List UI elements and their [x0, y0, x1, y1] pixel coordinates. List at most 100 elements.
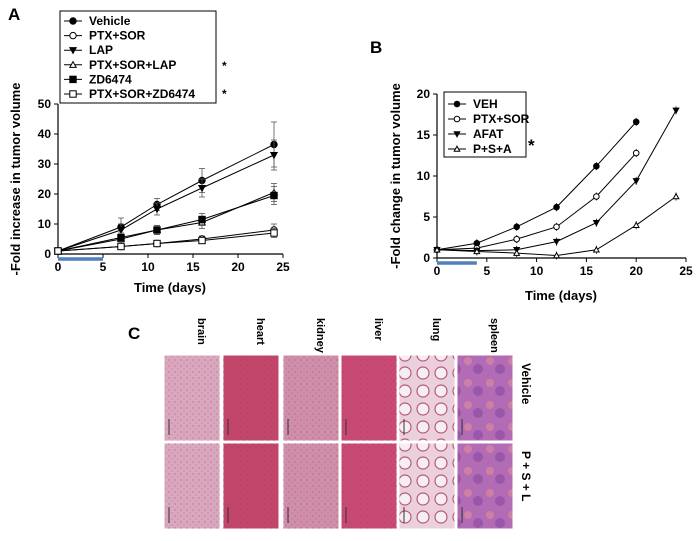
x-axis-title-b: Time (days) [525, 288, 597, 303]
micrograph-lung-vehicle [398, 354, 456, 442]
micrograph-kidney-p-s-l [282, 442, 340, 530]
legend-item-ptx-sor: PTX+SOR [448, 112, 530, 126]
micrograph-texture [223, 355, 279, 441]
micrograph-brain-p-s-l [163, 442, 221, 530]
panel-label-a: A [8, 5, 20, 24]
y-axis-title-b: -Fold change in tumor volume [388, 83, 403, 269]
y-tick-label: 40 [38, 127, 52, 141]
y-tick-label: 10 [38, 217, 52, 231]
series-ptx-sor [433, 149, 640, 254]
data-point [593, 193, 600, 200]
data-point [473, 247, 481, 255]
data-point [672, 107, 680, 115]
legend-a: VehiclePTX+SORLAPPTX+SOR+LAPZD6474PTX+SO… [59, 10, 217, 104]
data-point [632, 221, 640, 228]
x-tick-label: 20 [231, 260, 245, 274]
row-label-vehicle: Vehicle [519, 363, 533, 405]
micrograph-liver-vehicle [340, 354, 398, 442]
data-point [269, 151, 279, 160]
micrograph-spleen-vehicle [456, 354, 514, 442]
series-line [57, 144, 275, 252]
x-tick-label: 15 [186, 260, 200, 274]
micrograph-spleen-p-s-l [456, 442, 514, 530]
series-line [436, 121, 637, 251]
y-axis-title-a: -Fold increase in tumor volume [8, 83, 23, 276]
legend-marker [69, 31, 77, 40]
micrograph-texture [283, 355, 339, 441]
x-axis-title-a: Time (days) [134, 280, 206, 295]
series-line [57, 232, 275, 252]
x-tick-label: 0 [55, 260, 62, 274]
data-point [552, 238, 561, 246]
x-tick-label: 15 [580, 264, 594, 278]
y-tick-label: 0 [423, 251, 430, 265]
x-tick-label: 5 [483, 264, 490, 278]
panel-label-b: B [370, 38, 382, 57]
data-point [116, 226, 126, 235]
legend-marker [68, 47, 78, 55]
legend-marker [453, 115, 461, 123]
micrograph-texture [341, 443, 397, 529]
legend-item-lap: LAP [64, 43, 113, 57]
data-point [592, 220, 601, 227]
data-point [117, 233, 125, 242]
tissue-label-brain: brain [195, 318, 207, 345]
y-tick-label: 20 [38, 187, 52, 201]
legend-item-afat: AFAT [448, 127, 504, 141]
data-point [593, 162, 600, 170]
series-line [436, 152, 637, 251]
tissue-label-liver: liver [372, 318, 384, 341]
legend-marker [68, 60, 78, 68]
micrograph-texture [283, 443, 339, 529]
y-tick-label: 15 [417, 128, 431, 142]
data-point [632, 118, 640, 126]
x-tick-label: 10 [141, 260, 155, 274]
chart-a: A VehiclePTX+SORLAPPTX+SOR+LAPZD6474PTX+… [8, 5, 290, 295]
micrograph-lung-p-s-l [398, 442, 456, 530]
row-label-p-s-l: P + S + L [519, 451, 533, 501]
legend-label: AFAT [473, 127, 504, 141]
data-point [117, 242, 125, 251]
data-point [513, 235, 520, 243]
significance-star-b: * [528, 136, 535, 155]
legend-label: ZD6474 [89, 72, 132, 86]
micrograph-heart-p-s-l [222, 442, 280, 530]
data-point [270, 191, 278, 200]
legend-label: PTX+SOR+ZD6474 [89, 87, 195, 101]
legend-marker [69, 75, 77, 84]
data-point [197, 184, 207, 193]
data-point [513, 223, 520, 231]
legend-label: P+S+A [473, 142, 512, 156]
x-tick-label: 0 [434, 264, 441, 278]
legend-label: PTX+SOR [473, 112, 530, 126]
legend-marker [453, 145, 461, 152]
data-point [592, 245, 601, 253]
legend-label: PTX+SOR+LAP [89, 58, 176, 72]
data-point [552, 251, 561, 259]
tissue-label-lung: lung [430, 318, 442, 341]
data-point [553, 203, 560, 211]
data-point [54, 247, 62, 255]
significance-star-a1: * [222, 59, 227, 73]
series-veh [433, 117, 640, 254]
series-lap [53, 139, 279, 256]
legend-label: PTX+SOR [89, 29, 146, 43]
legend-marker [69, 17, 77, 25]
x-tick-label: 10 [530, 264, 544, 278]
legend-item-vehicle: Vehicle [64, 14, 131, 28]
y-tick-label: 5 [423, 210, 430, 224]
legend-item-p-s-a: P+S+A [448, 142, 512, 156]
data-point [672, 192, 680, 200]
tissue-label-kidney: kidney [314, 318, 326, 354]
micrograph-image [456, 442, 514, 530]
series-zd6474 [54, 186, 278, 255]
y-tick-label: 10 [417, 169, 431, 183]
legend-item-ptx-sor: PTX+SOR [64, 29, 146, 43]
tissue-label-spleen: spleen [488, 318, 500, 353]
micrograph-texture [223, 443, 279, 529]
tissue-label-heart: heart [254, 318, 266, 345]
x-tick-label: 25 [276, 260, 290, 274]
data-point [632, 149, 640, 157]
series-p-s-a [433, 192, 680, 260]
